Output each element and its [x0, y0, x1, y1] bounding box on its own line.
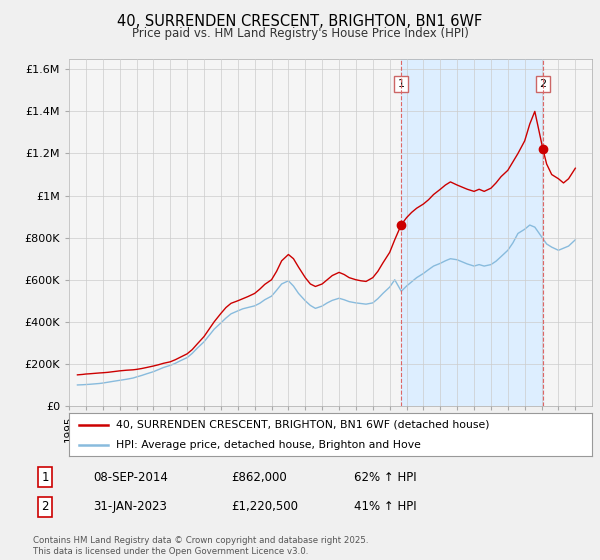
Text: 40, SURRENDEN CRESCENT, BRIGHTON, BN1 6WF: 40, SURRENDEN CRESCENT, BRIGHTON, BN1 6W…	[118, 14, 482, 29]
Text: 40, SURRENDEN CRESCENT, BRIGHTON, BN1 6WF (detached house): 40, SURRENDEN CRESCENT, BRIGHTON, BN1 6W…	[116, 420, 490, 430]
Text: 41% ↑ HPI: 41% ↑ HPI	[354, 500, 416, 514]
Text: 08-SEP-2014: 08-SEP-2014	[93, 470, 168, 484]
Text: 31-JAN-2023: 31-JAN-2023	[93, 500, 167, 514]
Bar	[401, 59, 543, 406]
Text: Price paid vs. HM Land Registry's House Price Index (HPI): Price paid vs. HM Land Registry's House …	[131, 27, 469, 40]
Text: 1: 1	[41, 470, 49, 484]
Text: HPI: Average price, detached house, Brighton and Hove: HPI: Average price, detached house, Brig…	[116, 441, 421, 450]
Text: 2: 2	[41, 500, 49, 514]
Text: 1: 1	[398, 79, 405, 89]
Text: £1,220,500: £1,220,500	[231, 500, 298, 514]
Text: £862,000: £862,000	[231, 470, 287, 484]
Text: 62% ↑ HPI: 62% ↑ HPI	[354, 470, 416, 484]
Text: Contains HM Land Registry data © Crown copyright and database right 2025.
This d: Contains HM Land Registry data © Crown c…	[33, 536, 368, 556]
Text: 2: 2	[539, 79, 547, 89]
